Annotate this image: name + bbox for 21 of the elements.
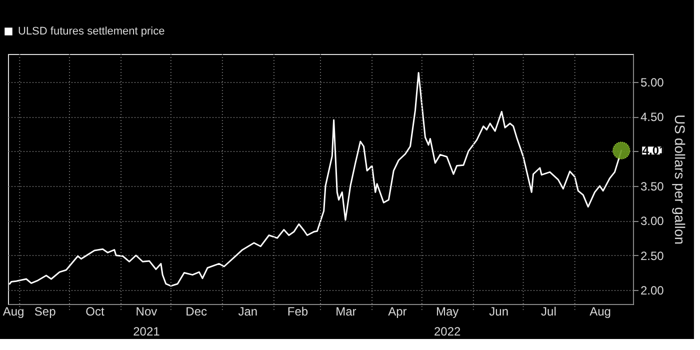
y-tick-label: 3.50 bbox=[640, 179, 664, 194]
y-tick-label: 2.00 bbox=[640, 284, 664, 298]
legend-label: ULSD futures settlement price bbox=[18, 26, 165, 38]
x-tick-label: Jan bbox=[238, 304, 258, 318]
y-tick-label: 2.50 bbox=[640, 248, 664, 263]
y-tick-label: 3.00 bbox=[640, 214, 664, 228]
x-tick-label: Feb bbox=[287, 304, 308, 318]
x-tick-label: Aug bbox=[590, 304, 611, 318]
x-tick-label: Mar bbox=[336, 304, 356, 318]
x-tick-label: Jun bbox=[489, 304, 509, 318]
x-tick-label: Oct bbox=[86, 304, 105, 318]
y-axis-title: US dollars per gallon bbox=[672, 114, 688, 244]
x-tick-label: Aug bbox=[2, 304, 24, 318]
x-tick-label: May 2022 bbox=[434, 304, 461, 338]
x-tick-label: Apr bbox=[388, 304, 407, 318]
x-tick-label: Dec bbox=[186, 304, 208, 318]
x-tick-label: Jul bbox=[541, 304, 556, 318]
x-tick-label: Nov 2021 bbox=[133, 304, 160, 338]
y-tick-label: 4.50 bbox=[640, 110, 664, 124]
y-tick-label: 5.00 bbox=[640, 75, 664, 90]
x-tick-label: Sep bbox=[34, 304, 56, 318]
